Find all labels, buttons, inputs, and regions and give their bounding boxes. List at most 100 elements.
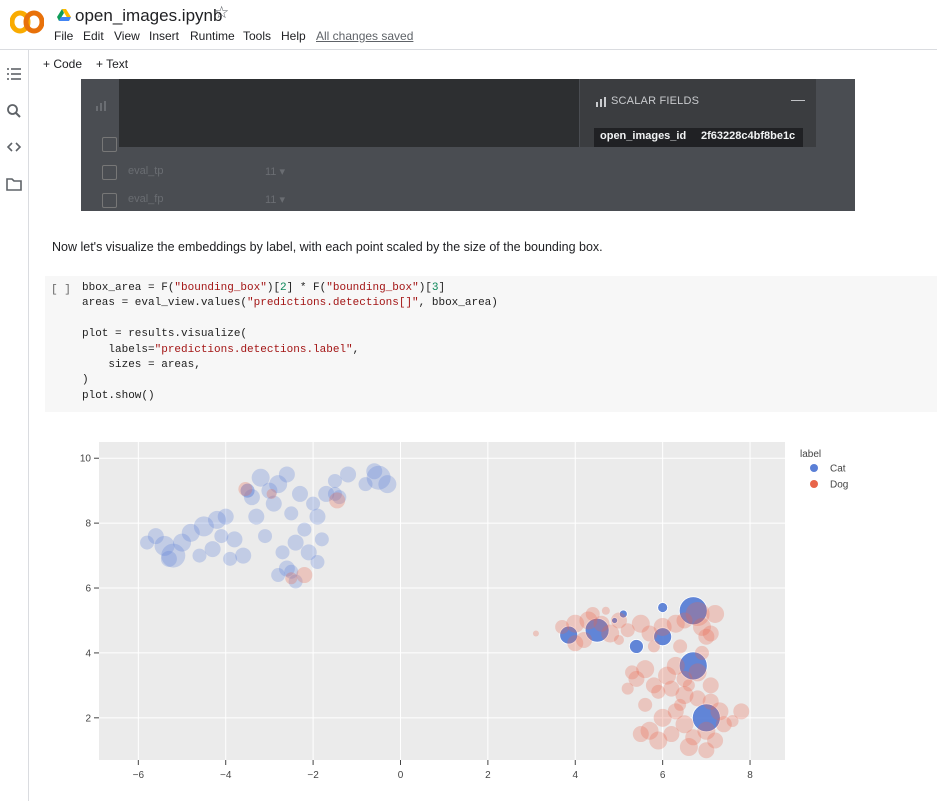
point-dog[interactable] (620, 623, 635, 638)
point-cat[interactable] (288, 574, 303, 589)
point-cat[interactable] (318, 485, 335, 502)
point-dog[interactable] (653, 708, 672, 727)
point-dog[interactable] (636, 660, 655, 679)
point-dog[interactable] (566, 614, 585, 633)
legend-marker[interactable] (810, 480, 818, 488)
point-dog[interactable] (702, 693, 719, 710)
point-cat[interactable] (300, 544, 317, 561)
legend-label[interactable]: Cat (830, 464, 846, 475)
point-dog[interactable] (593, 615, 610, 632)
menu-help[interactable]: Help (281, 29, 306, 43)
point-dog[interactable] (688, 663, 707, 682)
point-dog[interactable] (555, 619, 570, 634)
point-cat[interactable] (310, 555, 325, 570)
point-dog[interactable] (715, 716, 732, 733)
point-cat[interactable] (314, 532, 329, 547)
code-snippets-icon[interactable] (5, 138, 23, 156)
point-cat[interactable] (161, 543, 186, 568)
notebook-title[interactable]: open_images.ipynb (75, 6, 223, 25)
point-dog[interactable] (663, 726, 680, 743)
point-cat[interactable] (629, 639, 644, 654)
field-checkbox[interactable] (102, 193, 117, 208)
point-dog[interactable] (710, 702, 729, 721)
menu-file[interactable]: File (54, 29, 74, 43)
point-cat[interactable] (235, 547, 252, 564)
point-cat[interactable] (618, 609, 628, 619)
point-dog[interactable] (645, 677, 662, 694)
point-cat[interactable] (366, 465, 391, 490)
field-checkbox[interactable] (102, 137, 117, 152)
add-code-button[interactable]: + Code (43, 57, 83, 71)
point-dog[interactable] (638, 697, 653, 712)
point-cat[interactable] (306, 496, 321, 511)
point-cat[interactable] (226, 531, 243, 548)
point-dog[interactable] (585, 606, 600, 621)
point-cat[interactable] (243, 489, 260, 506)
point-dog[interactable] (666, 656, 685, 675)
point-cat[interactable] (559, 625, 579, 645)
point-dog[interactable] (641, 625, 658, 642)
point-cat[interactable] (275, 545, 290, 560)
point-cat[interactable] (340, 466, 357, 483)
point-cat[interactable] (284, 564, 299, 579)
point-cat[interactable] (181, 523, 200, 542)
menu-insert[interactable]: Insert (149, 29, 180, 43)
point-dog[interactable] (628, 670, 645, 687)
point-cat[interactable] (332, 490, 347, 505)
point-dog[interactable] (676, 612, 693, 629)
point-cat[interactable] (214, 529, 229, 544)
menu-edit[interactable]: Edit (83, 29, 104, 43)
point-dog[interactable] (238, 482, 253, 497)
point-cat[interactable] (327, 473, 342, 488)
point-cat[interactable] (204, 541, 221, 558)
menu-tools[interactable]: Tools (243, 29, 272, 43)
run-cell-button[interactable]: [ ] (51, 284, 71, 296)
code-cell[interactable] (45, 276, 937, 412)
point-dog[interactable] (666, 614, 685, 633)
point-dog[interactable] (675, 686, 694, 705)
point-cat[interactable] (691, 703, 721, 733)
point-dog[interactable] (601, 606, 610, 615)
menu-runtime[interactable]: Runtime (190, 29, 235, 43)
point-cat[interactable] (248, 508, 265, 525)
point-cat[interactable] (291, 485, 308, 502)
point-cat[interactable] (140, 535, 155, 550)
point-cat[interactable] (192, 548, 207, 563)
point-dog[interactable] (625, 665, 640, 680)
point-cat[interactable] (154, 535, 175, 556)
point-cat[interactable] (217, 508, 234, 525)
point-cat[interactable] (240, 483, 255, 498)
files-icon[interactable] (5, 175, 23, 193)
point-dog[interactable] (698, 628, 715, 645)
save-status-link[interactable]: All changes saved (316, 29, 414, 43)
point-cat[interactable] (278, 466, 295, 483)
point-dog[interactable] (674, 698, 687, 711)
toc-icon[interactable] (5, 65, 23, 83)
point-cat[interactable] (657, 602, 669, 613)
code-editor[interactable]: bbox_area = F("bounding_box")[2] * F("bo… (82, 282, 498, 402)
point-dog[interactable] (663, 680, 680, 697)
add-text-button[interactable]: + Text (96, 57, 129, 71)
point-cat[interactable] (358, 477, 373, 492)
point-cat[interactable] (240, 483, 255, 498)
point-dog[interactable] (613, 634, 624, 645)
point-cat[interactable] (261, 482, 278, 499)
point-dog[interactable] (610, 612, 627, 629)
point-dog[interactable] (285, 572, 298, 585)
point-dog[interactable] (676, 670, 693, 687)
point-dog[interactable] (632, 726, 649, 743)
point-dog[interactable] (706, 604, 725, 623)
star-icon[interactable]: ☆ (214, 3, 230, 22)
point-dog[interactable] (685, 601, 710, 626)
point-dog[interactable] (579, 611, 598, 630)
point-dog[interactable] (658, 666, 677, 685)
point-dog[interactable] (601, 624, 620, 643)
point-cat[interactable] (193, 516, 214, 537)
point-dog[interactable] (296, 567, 313, 584)
point-cat[interactable] (287, 534, 304, 551)
point-dog[interactable] (673, 639, 688, 654)
point-dog[interactable] (707, 732, 724, 749)
point-cat[interactable] (265, 495, 282, 512)
point-cat[interactable] (678, 651, 708, 681)
point-cat[interactable] (678, 596, 708, 626)
